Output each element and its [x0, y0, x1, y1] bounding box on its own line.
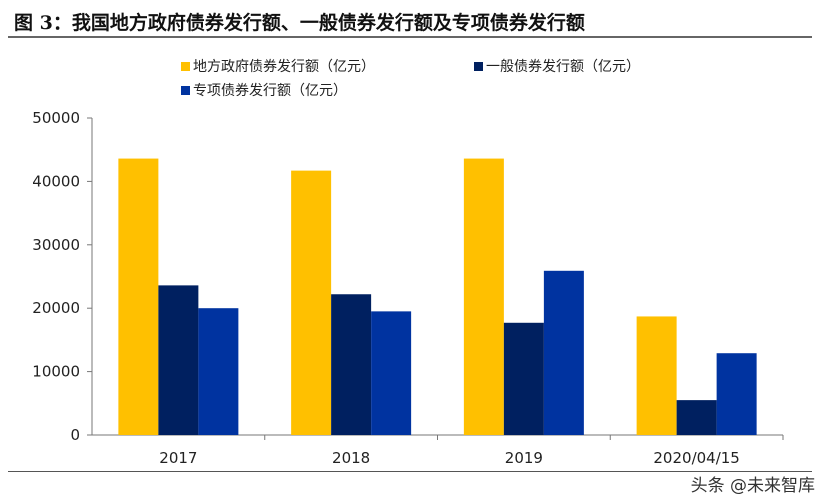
y-tick-label: 30000: [32, 236, 80, 254]
bar-0-2020/04/15: [636, 316, 677, 435]
y-tick-label: 40000: [32, 172, 80, 190]
bar-1-2017: [158, 285, 199, 435]
legend-swatch-1: [474, 61, 483, 71]
x-tick-label: 2018: [332, 449, 370, 467]
bar-2-2020/04/15: [716, 353, 757, 435]
y-tick-label: 0: [70, 426, 80, 444]
legend-swatch-2: [181, 85, 190, 95]
x-tick-label: 2019: [505, 449, 543, 467]
bar-0-2019: [463, 158, 504, 436]
legend-label-0: 地方政府债券发行额（亿元）: [193, 59, 375, 75]
legend-label-1: 一般债券发行额（亿元）: [486, 59, 640, 75]
bar-2-2019: [543, 270, 584, 435]
bar-2-2017: [198, 308, 239, 435]
y-tick-label: 10000: [32, 363, 80, 381]
bar-0-2017: [118, 158, 159, 436]
footer-divider: [8, 471, 812, 472]
legend-item-1: 一般债券发行额（亿元）: [474, 56, 640, 76]
legend-item-0: 地方政府债券发行额（亿元）: [181, 56, 375, 76]
figure-title: 图 3：我国地方政府债券发行额、一般债券发行额及专项债券发行额: [14, 12, 585, 34]
x-tick-label: 2017: [159, 449, 197, 467]
bar-1-2019: [503, 322, 544, 435]
bar-2-2018: [371, 311, 412, 435]
legend-label-2: 专项债券发行额（亿元）: [193, 83, 347, 99]
legend-item-2: 专项债券发行额（亿元）: [181, 80, 347, 100]
legend-swatch-0: [181, 61, 190, 71]
watermark: 头条 @未来智库: [690, 476, 815, 496]
title-divider: [8, 36, 812, 38]
bar-1-2018: [331, 294, 372, 435]
bar-0-2018: [291, 170, 332, 435]
x-tick-label: 2020/04/15: [653, 449, 739, 467]
y-tick-label: 20000: [32, 299, 80, 317]
bar-1-2020/04/15: [676, 400, 717, 435]
y-tick-label: 50000: [32, 109, 80, 127]
